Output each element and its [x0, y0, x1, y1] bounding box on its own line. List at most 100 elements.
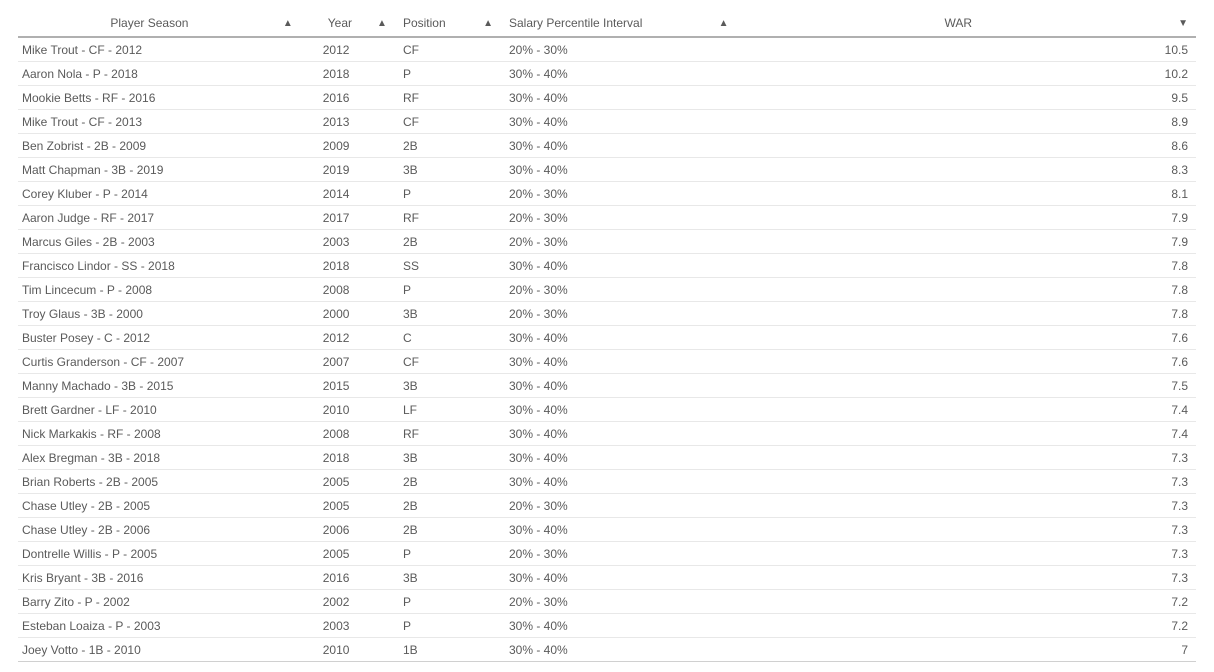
cell-war: 7.8 — [737, 278, 1196, 302]
cell-war: 7.2 — [737, 614, 1196, 638]
cell-war: 7.3 — [737, 470, 1196, 494]
cell-war: 7.6 — [737, 350, 1196, 374]
cell-salary-percentile: 20% - 30% — [501, 182, 737, 206]
table-row[interactable]: Marcus Giles - 2B - 200320032B20% - 30%7… — [18, 230, 1196, 254]
table-row[interactable]: Troy Glaus - 3B - 200020003B20% - 30%7.8 — [18, 302, 1196, 326]
cell-war: 7.3 — [737, 518, 1196, 542]
cell-salary-percentile: 30% - 40% — [501, 398, 737, 422]
cell-salary-percentile: 30% - 40% — [501, 62, 737, 86]
cell-position: 2B — [395, 230, 501, 254]
cell-year: 2015 — [301, 374, 395, 398]
cell-year: 2012 — [301, 326, 395, 350]
cell-player-season: Brett Gardner - LF - 2010 — [18, 398, 301, 422]
cell-salary-percentile: 30% - 40% — [501, 446, 737, 470]
cell-war: 7.4 — [737, 422, 1196, 446]
table-row[interactable]: Nick Markakis - RF - 20082008RF30% - 40%… — [18, 422, 1196, 446]
cell-year: 2017 — [301, 206, 395, 230]
cell-war: 7.3 — [737, 446, 1196, 470]
table-row[interactable]: Dontrelle Willis - P - 20052005P20% - 30… — [18, 542, 1196, 566]
cell-year: 2010 — [301, 398, 395, 422]
sort-asc-icon: ▲ — [377, 18, 387, 29]
cell-year: 2007 — [301, 350, 395, 374]
column-header-position[interactable]: Position ▲ — [395, 10, 501, 37]
cell-position: P — [395, 62, 501, 86]
table-row[interactable]: Mike Trout - CF - 20132013CF30% - 40%8.9 — [18, 110, 1196, 134]
cell-salary-percentile: 20% - 30% — [501, 542, 737, 566]
table-row[interactable]: Brett Gardner - LF - 20102010LF30% - 40%… — [18, 398, 1196, 422]
cell-player-season: Kris Bryant - 3B - 2016 — [18, 566, 301, 590]
cell-position: P — [395, 614, 501, 638]
column-header-year[interactable]: Year ▲ — [301, 10, 395, 37]
cell-war: 7.6 — [737, 326, 1196, 350]
cell-war: 7.3 — [737, 566, 1196, 590]
cell-player-season: Brian Roberts - 2B - 2005 — [18, 470, 301, 494]
cell-year: 2005 — [301, 542, 395, 566]
cell-salary-percentile: 30% - 40% — [501, 86, 737, 110]
table-row[interactable]: Joey Votto - 1B - 201020101B30% - 40%7 — [18, 638, 1196, 662]
cell-player-season: Manny Machado - 3B - 2015 — [18, 374, 301, 398]
cell-war: 7.9 — [737, 206, 1196, 230]
cell-year: 2018 — [301, 254, 395, 278]
cell-salary-percentile: 20% - 30% — [501, 206, 737, 230]
table-row[interactable]: Alex Bregman - 3B - 201820183B30% - 40%7… — [18, 446, 1196, 470]
cell-position: 2B — [395, 518, 501, 542]
cell-year: 2013 — [301, 110, 395, 134]
table-row[interactable]: Brian Roberts - 2B - 200520052B30% - 40%… — [18, 470, 1196, 494]
table-row[interactable]: Esteban Loaiza - P - 20032003P30% - 40%7… — [18, 614, 1196, 638]
cell-player-season: Nick Markakis - RF - 2008 — [18, 422, 301, 446]
table-row[interactable]: Kris Bryant - 3B - 201620163B30% - 40%7.… — [18, 566, 1196, 590]
cell-player-season: Tim Lincecum - P - 2008 — [18, 278, 301, 302]
column-label: Player Season — [22, 16, 277, 30]
table-row[interactable]: Tim Lincecum - P - 20082008P20% - 30%7.8 — [18, 278, 1196, 302]
cell-year: 2002 — [301, 590, 395, 614]
sort-asc-icon: ▲ — [719, 18, 729, 29]
table-row[interactable]: Barry Zito - P - 20022002P20% - 30%7.2 — [18, 590, 1196, 614]
cell-player-season: Curtis Granderson - CF - 2007 — [18, 350, 301, 374]
cell-position: CF — [395, 110, 501, 134]
column-header-war[interactable]: WAR ▼ — [737, 10, 1196, 37]
cell-year: 2009 — [301, 134, 395, 158]
sort-asc-icon: ▲ — [483, 18, 493, 29]
cell-war: 8.3 — [737, 158, 1196, 182]
table-row[interactable]: Aaron Nola - P - 20182018P30% - 40%10.2 — [18, 62, 1196, 86]
cell-war: 7 — [737, 638, 1196, 662]
cell-salary-percentile: 30% - 40% — [501, 566, 737, 590]
column-header-player-season[interactable]: Player Season ▲ — [18, 10, 301, 37]
cell-position: P — [395, 542, 501, 566]
cell-year: 2003 — [301, 614, 395, 638]
cell-position: LF — [395, 398, 501, 422]
cell-war: 8.6 — [737, 134, 1196, 158]
table-row[interactable]: Chase Utley - 2B - 200520052B20% - 30%7.… — [18, 494, 1196, 518]
data-table: Player Season ▲ Year ▲ Position ▲ — [18, 10, 1196, 662]
table-row[interactable]: Chase Utley - 2B - 200620062B30% - 40%7.… — [18, 518, 1196, 542]
cell-year: 2019 — [301, 158, 395, 182]
table-row[interactable]: Ben Zobrist - 2B - 200920092B30% - 40%8.… — [18, 134, 1196, 158]
cell-player-season: Dontrelle Willis - P - 2005 — [18, 542, 301, 566]
table-row[interactable]: Manny Machado - 3B - 201520153B30% - 40%… — [18, 374, 1196, 398]
cell-year: 2008 — [301, 422, 395, 446]
table-row[interactable]: Curtis Granderson - CF - 20072007CF30% -… — [18, 350, 1196, 374]
cell-player-season: Buster Posey - C - 2012 — [18, 326, 301, 350]
table-row[interactable]: Matt Chapman - 3B - 201920193B30% - 40%8… — [18, 158, 1196, 182]
cell-player-season: Esteban Loaiza - P - 2003 — [18, 614, 301, 638]
table-row[interactable]: Francisco Lindor - SS - 20182018SS30% - … — [18, 254, 1196, 278]
cell-salary-percentile: 30% - 40% — [501, 470, 737, 494]
cell-player-season: Barry Zito - P - 2002 — [18, 590, 301, 614]
column-header-salary-percentile[interactable]: Salary Percentile Interval ▲ — [501, 10, 737, 37]
table-row[interactable]: Buster Posey - C - 20122012C30% - 40%7.6 — [18, 326, 1196, 350]
table-row[interactable]: Mookie Betts - RF - 20162016RF30% - 40%9… — [18, 86, 1196, 110]
cell-war: 8.9 — [737, 110, 1196, 134]
cell-player-season: Alex Bregman - 3B - 2018 — [18, 446, 301, 470]
table-row[interactable]: Mike Trout - CF - 20122012CF20% - 30%10.… — [18, 37, 1196, 62]
cell-year: 2003 — [301, 230, 395, 254]
cell-war: 7.2 — [737, 590, 1196, 614]
cell-player-season: Corey Kluber - P - 2014 — [18, 182, 301, 206]
table-row[interactable]: Aaron Judge - RF - 20172017RF20% - 30%7.… — [18, 206, 1196, 230]
cell-player-season: Mookie Betts - RF - 2016 — [18, 86, 301, 110]
cell-player-season: Francisco Lindor - SS - 2018 — [18, 254, 301, 278]
column-label: Salary Percentile Interval — [509, 16, 642, 30]
cell-position: RF — [395, 422, 501, 446]
cell-position: RF — [395, 206, 501, 230]
cell-war: 7.3 — [737, 542, 1196, 566]
table-row[interactable]: Corey Kluber - P - 20142014P20% - 30%8.1 — [18, 182, 1196, 206]
